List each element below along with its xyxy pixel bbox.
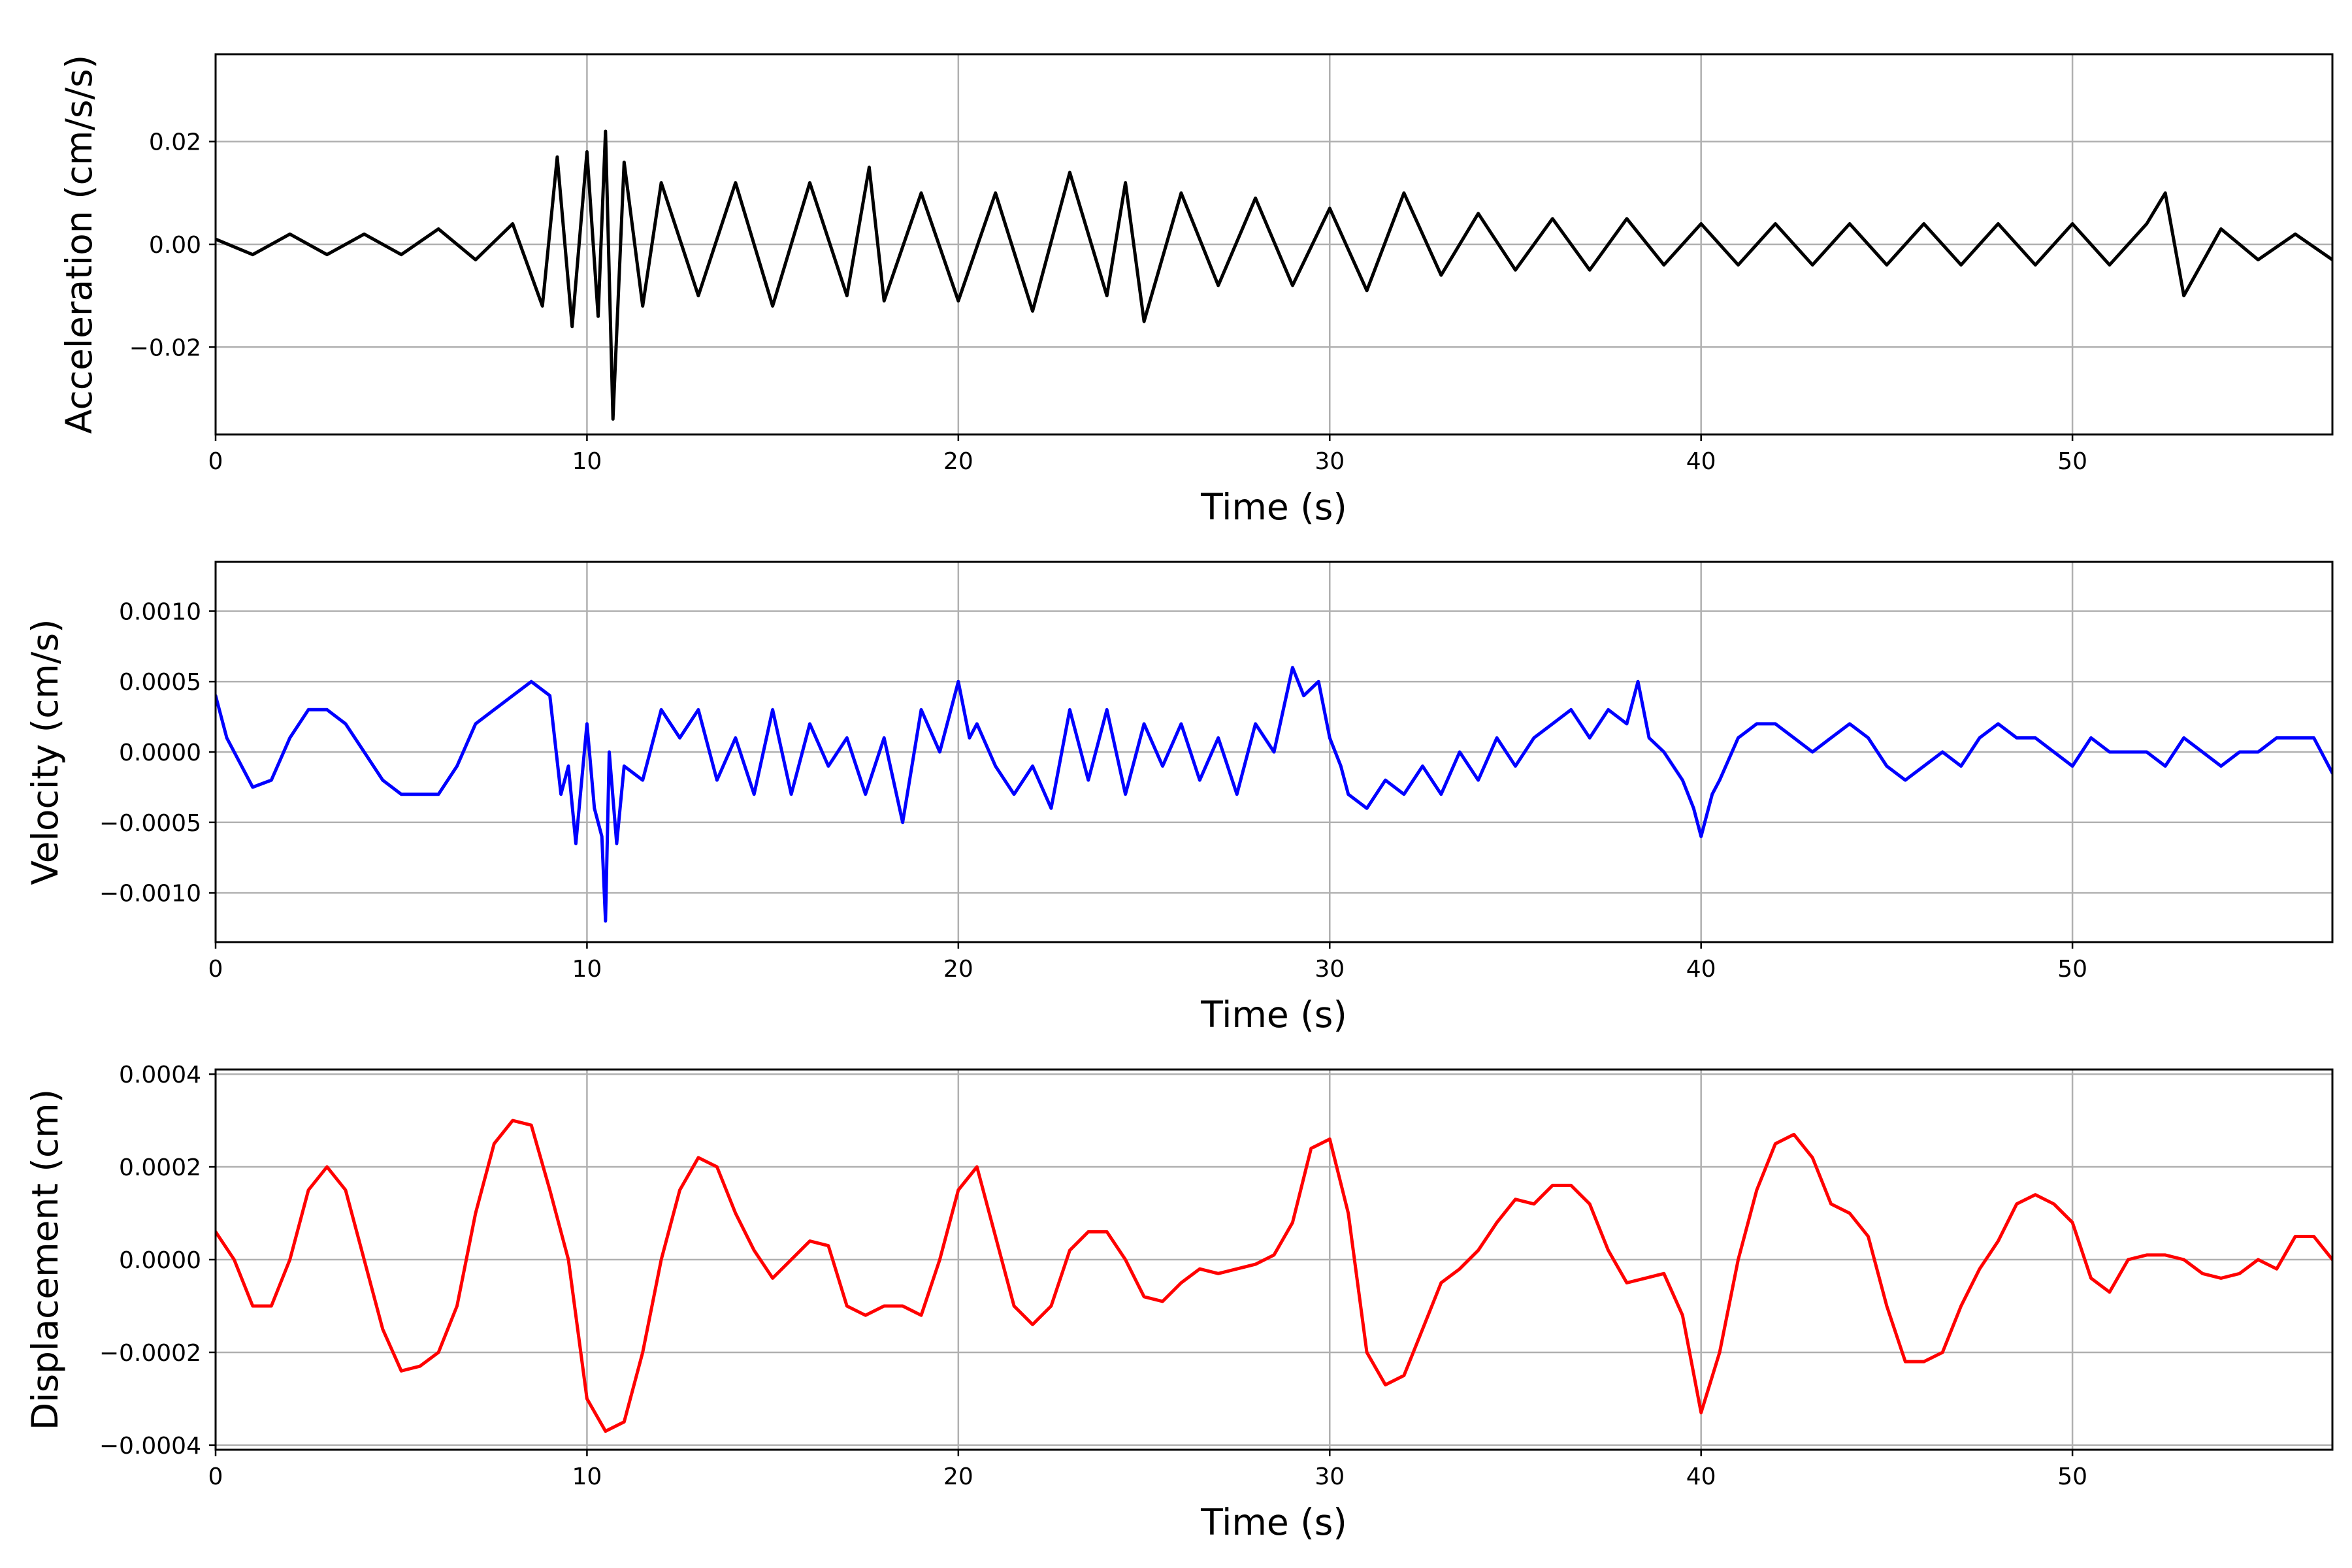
y-tick-label: 0.0010 xyxy=(119,598,201,625)
x-tick-label: 20 xyxy=(943,956,973,983)
y-axis-label: Displacement (cm) xyxy=(24,1089,66,1430)
y-tick-label: −0.0004 xyxy=(99,1433,201,1460)
plot-frame xyxy=(214,561,2334,943)
y-tick-label: 0.0004 xyxy=(119,1062,201,1088)
x-tick-label: 30 xyxy=(1315,1463,1345,1490)
y-tick-label: 0.00 xyxy=(149,232,201,259)
velocity-series-line xyxy=(216,666,2332,923)
y-axis-label: Velocity (cm/s) xyxy=(24,619,66,885)
x-tick-label: 20 xyxy=(943,448,973,475)
y-tick-label: 0.0000 xyxy=(119,1247,201,1274)
y-tick-label: −0.0010 xyxy=(99,881,201,907)
y-tick-label: −0.0005 xyxy=(99,810,201,837)
x-axis-label: Time (s) xyxy=(1200,994,1347,1036)
displacement-panel: 0 10 20 30 40 50 −0.0004 −0.0002 0.0000 0.0002 0.0… xyxy=(24,1062,2334,1543)
y-tick-label: 0.0000 xyxy=(119,740,201,766)
plot-frame xyxy=(214,1068,2334,1451)
x-tick-label: 30 xyxy=(1315,956,1345,983)
x-tick-label: 40 xyxy=(1686,1463,1716,1490)
x-tick-label: 0 xyxy=(208,1463,223,1490)
velocity-panel: 0 10 20 30 40 50 −0.0010 −0.0005 0.0000 0.0005 0.0… xyxy=(24,561,2334,1036)
displacement-series-line xyxy=(216,1119,2332,1433)
y-tick-label: 0.02 xyxy=(149,129,201,156)
y-axis-label: Acceleration (cm/s/s) xyxy=(58,55,100,434)
x-tick-label: 50 xyxy=(2057,448,2087,475)
x-tick-label: 0 xyxy=(208,956,223,983)
y-tick-label: 0.0005 xyxy=(119,669,201,696)
x-tick-label: 20 xyxy=(943,1463,973,1490)
x-tick-label: 40 xyxy=(1686,956,1716,983)
x-axis-label: Time (s) xyxy=(1200,1501,1347,1543)
x-tick-label: 40 xyxy=(1686,448,1716,475)
y-tick-label: 0.0002 xyxy=(119,1154,201,1181)
x-tick-label: 50 xyxy=(2057,956,2087,983)
x-tick-label: 30 xyxy=(1315,448,1345,475)
acceleration-panel: 0 10 20 30 40 50 −0.02 0.00 0.02 Time (s) Accelera… xyxy=(58,53,2334,528)
plot-frame xyxy=(214,53,2334,436)
x-axis-label: Time (s) xyxy=(1200,486,1347,528)
x-tick-label: 0 xyxy=(208,448,223,475)
y-tick-label: −0.0002 xyxy=(99,1340,201,1367)
x-tick-label: 10 xyxy=(572,1463,602,1490)
x-tick-label: 10 xyxy=(572,956,602,983)
acceleration-series-line xyxy=(216,129,2332,421)
x-tick-label: 10 xyxy=(572,448,602,475)
y-tick-label: −0.02 xyxy=(129,335,201,361)
x-tick-label: 50 xyxy=(2057,1463,2087,1490)
